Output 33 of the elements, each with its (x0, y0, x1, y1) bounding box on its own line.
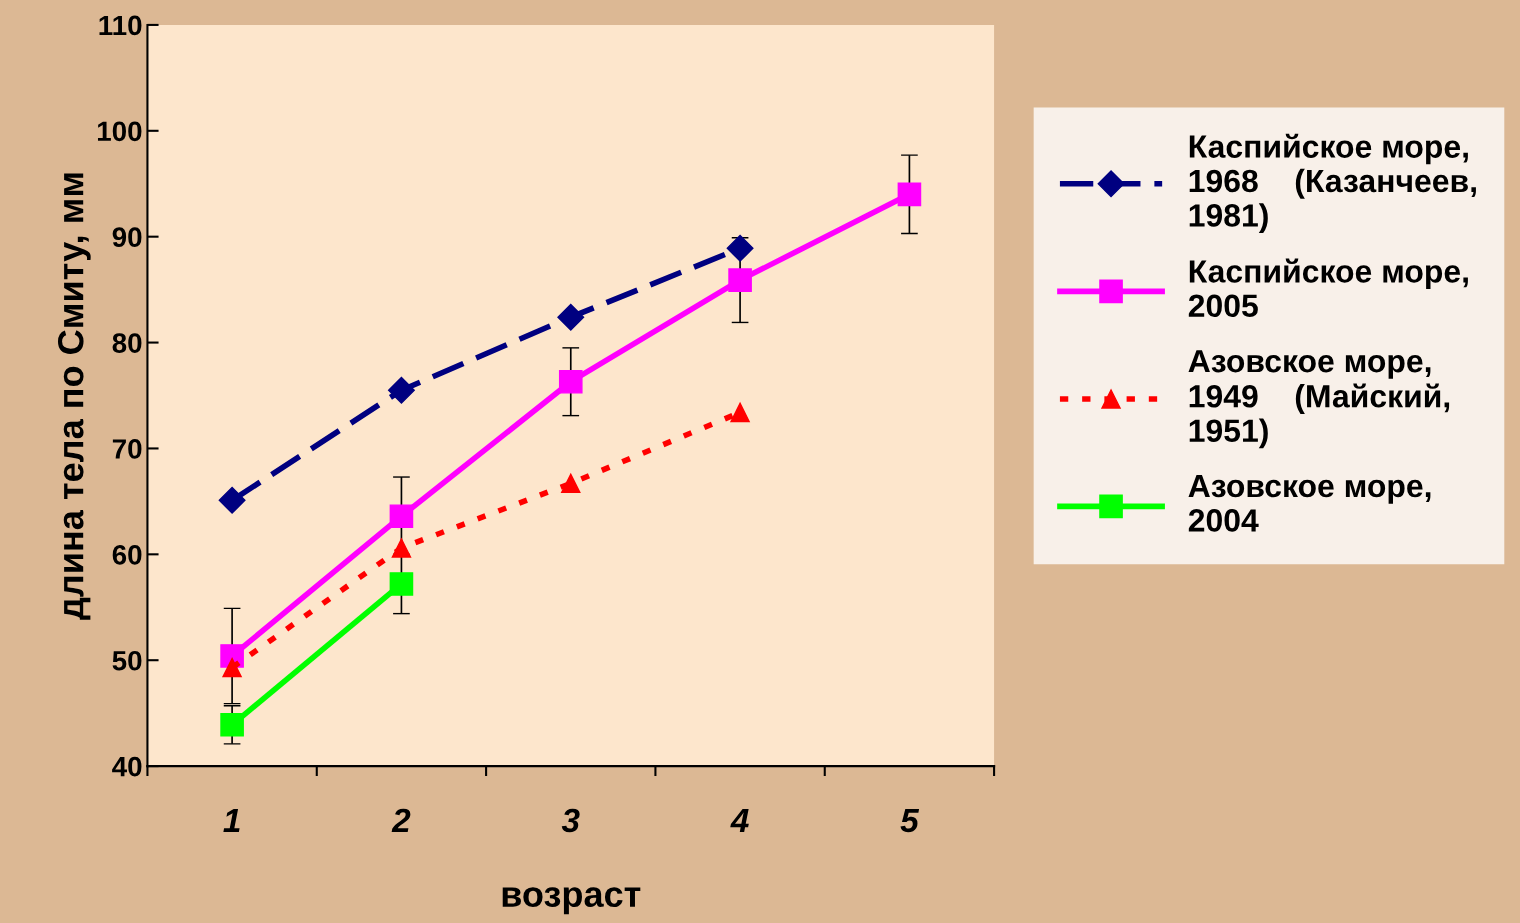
y-tick-label: 110 (99, 15, 142, 36)
point (561, 473, 581, 494)
y-tick-label: 90 (112, 227, 142, 248)
point (220, 712, 244, 737)
point (897, 182, 922, 207)
y-axis-title: длина тела по Смиту, мм (57, 173, 91, 620)
point (389, 504, 414, 529)
x-tick-label: 2 (391, 808, 411, 832)
x-tick-label: 1 (223, 808, 240, 832)
point (222, 657, 242, 678)
legend-label: Каспийское море, 2005 (1188, 258, 1468, 318)
y-tick-label: 80 (112, 333, 142, 353)
x-axis-title: возраст (502, 887, 641, 915)
x-tick-label: 5 (900, 808, 920, 833)
point (218, 486, 246, 514)
point (387, 376, 415, 404)
legend-label: Азовское море, 2004 (1188, 475, 1431, 532)
y-tick-label: 60 (112, 545, 142, 565)
point (389, 572, 414, 596)
point (726, 234, 754, 262)
y-tick-label: 40 (112, 756, 142, 777)
legend-label: Каспийское море, 1968 (Казанчеев, 1981) (1189, 133, 1476, 234)
point (558, 369, 583, 394)
y-tick-label: 70 (112, 439, 142, 459)
point (557, 303, 585, 331)
legend-label: Азовское море, 1949 (Майский, 1951) (1188, 350, 1450, 449)
x-tick-label: 3 (561, 808, 580, 833)
y-tick-label: 50 (112, 650, 142, 671)
point (728, 268, 752, 292)
x-tick-label: 4 (730, 808, 749, 832)
point (730, 402, 750, 423)
point (391, 538, 412, 558)
y-tick-label: 100 (97, 121, 142, 142)
